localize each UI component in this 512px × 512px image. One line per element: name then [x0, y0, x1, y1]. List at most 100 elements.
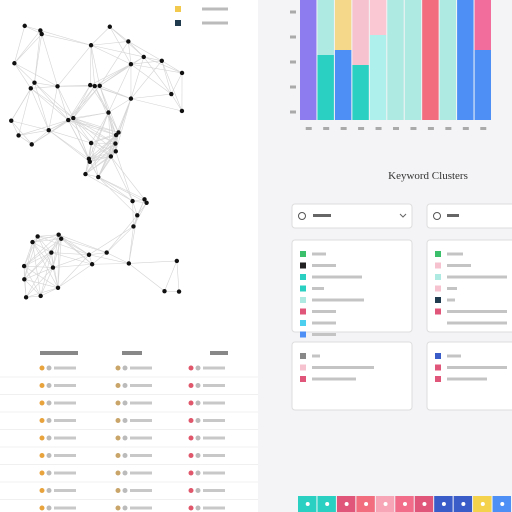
row-text	[130, 506, 152, 510]
row-text	[130, 454, 152, 457]
graph-edge	[94, 85, 132, 99]
row-text	[54, 419, 76, 422]
row-text	[203, 489, 225, 492]
graph-edge	[48, 129, 92, 144]
graph-node	[88, 43, 94, 48]
row-icon	[195, 470, 201, 476]
graph-edge	[37, 236, 54, 268]
graph-node	[86, 252, 92, 257]
column-segment	[404, 0, 422, 120]
dropdown[interactable]	[291, 203, 413, 229]
graph-node	[104, 250, 109, 255]
graph-edge	[130, 60, 163, 99]
graph-edge	[52, 263, 93, 268]
graph-edge	[91, 44, 144, 58]
graph-node	[30, 239, 35, 245]
row-text	[130, 366, 152, 370]
search-box[interactable]	[426, 203, 512, 229]
row-text	[203, 384, 225, 387]
graph-edge	[32, 234, 59, 243]
footer-icon	[441, 502, 446, 506]
graph-node	[35, 234, 40, 239]
row-icon	[115, 435, 121, 441]
graph-edge	[23, 242, 33, 267]
graph-edge	[32, 241, 52, 253]
graph-edge	[136, 199, 145, 216]
footer-icon	[480, 502, 485, 506]
graph-node	[131, 224, 136, 229]
row-text	[203, 506, 225, 510]
graph-edge	[98, 176, 147, 204]
graph-edge	[115, 98, 132, 152]
row-text	[54, 401, 76, 405]
graph-edge	[85, 132, 119, 175]
row-icon	[122, 418, 128, 423]
graph-edge	[164, 260, 178, 292]
graph-edge	[23, 265, 59, 289]
graph-edge	[68, 119, 116, 144]
graph-node	[55, 285, 61, 291]
footer-icon	[461, 502, 466, 506]
graph-edge	[18, 135, 32, 145]
graph-edge	[99, 56, 144, 87]
x-tick	[427, 127, 434, 130]
row-icon	[122, 505, 128, 511]
graph-edge	[89, 112, 109, 162]
footer-icon	[325, 502, 330, 506]
graph-node	[58, 236, 64, 241]
graph-edge	[11, 120, 32, 145]
card-text	[312, 252, 326, 256]
footer-icon	[500, 502, 505, 506]
row-icon	[195, 383, 201, 388]
graph-edge	[98, 176, 145, 200]
graph-node	[22, 277, 27, 282]
network-graph	[9, 6, 228, 300]
column-segment	[387, 0, 404, 120]
row-text	[54, 506, 76, 510]
graph-edge	[37, 236, 90, 256]
card-text	[447, 310, 507, 313]
graph-node	[29, 142, 34, 147]
x-tick	[340, 127, 347, 130]
graph-edge	[73, 84, 91, 119]
graph-edge	[57, 86, 69, 121]
row-icon	[39, 365, 45, 371]
x-tick	[323, 127, 330, 130]
graph-edge	[128, 41, 162, 62]
row-icon	[188, 400, 194, 406]
graph-node	[113, 141, 118, 146]
graph-node	[126, 39, 131, 44]
graph-edge	[34, 82, 69, 121]
graph-edge	[161, 60, 183, 112]
row-text	[130, 401, 152, 405]
graph-edge	[58, 234, 90, 256]
graph-edge	[73, 117, 119, 133]
graph-node	[108, 154, 114, 159]
graph-edge	[32, 238, 62, 243]
graph-edge	[108, 64, 132, 113]
graph-edge	[52, 234, 59, 268]
graph-node	[89, 262, 95, 267]
graph-node	[169, 91, 174, 97]
graph-node	[126, 261, 132, 266]
graph-edge	[61, 238, 90, 256]
graph-edge	[40, 30, 92, 46]
row-icon	[188, 383, 194, 388]
graph-edge	[110, 156, 145, 200]
card-icon	[435, 285, 441, 292]
graph-edge	[98, 176, 138, 216]
card-text	[312, 354, 320, 358]
row-icon	[195, 505, 201, 511]
graph-edge	[14, 33, 42, 64]
graph-edge	[161, 60, 183, 74]
cluster-card	[291, 239, 413, 333]
card-text	[447, 298, 455, 302]
graph-edge	[94, 63, 132, 87]
graph-edge	[24, 267, 54, 280]
graph-edge	[57, 45, 92, 87]
graph-edge	[106, 252, 129, 264]
section-title: Keyword Clusters	[388, 170, 468, 182]
row-icon	[115, 365, 121, 371]
graph-edge	[143, 56, 172, 95]
